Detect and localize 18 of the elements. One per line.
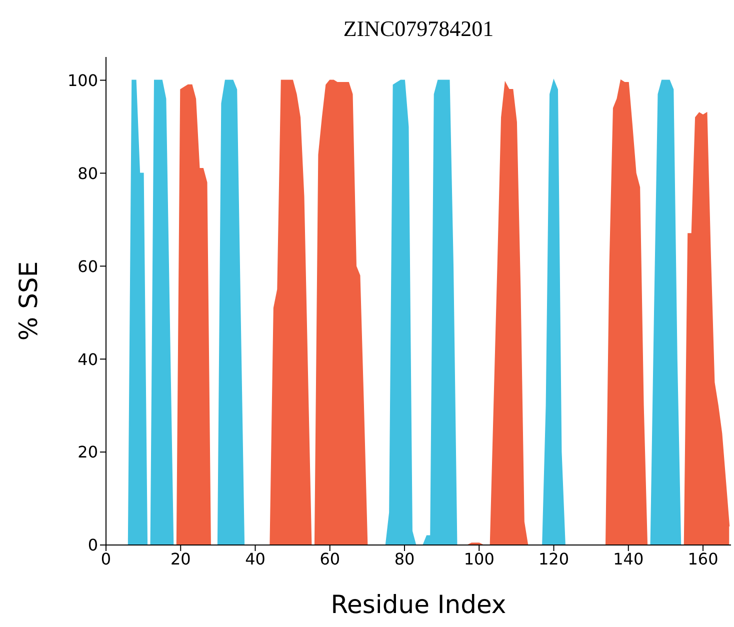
x-tick-label: 20	[170, 549, 191, 568]
chart-title: ZINC079784201	[342, 16, 495, 42]
x-tick-label: 40	[245, 549, 266, 568]
y-axis-title: % SSE	[14, 261, 43, 341]
x-tick-label: 160	[688, 549, 718, 568]
x-tick-label: 0	[100, 549, 112, 568]
x-axis-title: Residue Index	[330, 590, 506, 619]
x-tick-label: 60	[320, 549, 340, 568]
y-tick-label: 60	[78, 256, 98, 276]
x-tick-label: 80	[394, 549, 415, 568]
y-tick-label: 0	[88, 536, 98, 555]
x-tick-label: 100	[464, 549, 494, 568]
x-tick-label: 120	[538, 549, 570, 568]
y-tick-label: 80	[78, 164, 98, 183]
x-tick-label: 140	[613, 549, 644, 568]
y-tick-label: 100	[67, 70, 98, 90]
y-tick-label: 20	[78, 442, 98, 462]
y-tick-label: 40	[78, 350, 98, 369]
